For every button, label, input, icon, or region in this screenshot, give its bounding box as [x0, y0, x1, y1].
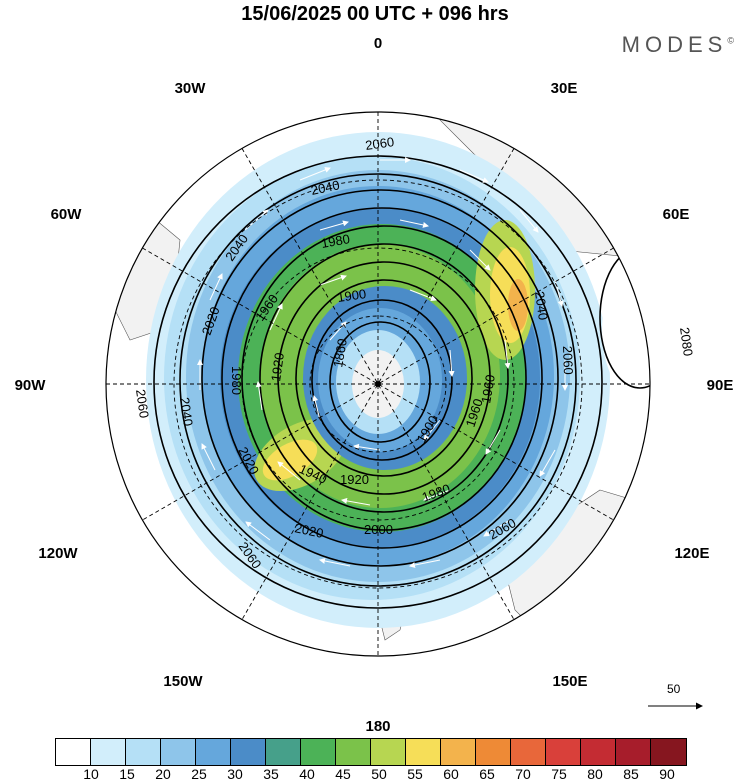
- brand-mark: ©: [727, 35, 734, 46]
- colorbar-swatch: [616, 739, 651, 765]
- colorbar-swatch: [441, 739, 476, 765]
- graticule: [106, 112, 650, 656]
- lon-label-150w: 150W: [163, 673, 203, 690]
- colorbar-tick-label: 40: [299, 766, 315, 782]
- lon-label-90w: 90W: [15, 377, 47, 394]
- lon-label-180: 180: [365, 718, 390, 735]
- colorbar: [55, 738, 687, 766]
- colorbar-tick-label: 90: [659, 766, 675, 782]
- contour-label: 2000: [364, 522, 393, 537]
- contour-label: 1860: [330, 337, 350, 368]
- colorbar-swatch: [126, 739, 161, 765]
- contour-label: 2060: [133, 388, 152, 419]
- contour-label: 1920: [340, 472, 369, 487]
- contour-label: 2040: [310, 177, 341, 198]
- colorbar-swatch: [511, 739, 546, 765]
- map-title: 15/06/2025 00 UTC + 096 hrs: [241, 3, 509, 25]
- contour-label: 2060: [364, 134, 395, 153]
- colorbar-swatch: [581, 739, 616, 765]
- lon-label-30e: 30E: [551, 80, 578, 97]
- contour-label: 1960: [478, 373, 498, 404]
- lon-label-60w: 60W: [51, 206, 83, 223]
- colorbar-swatch: [546, 739, 581, 765]
- lon-label-120w: 120W: [38, 545, 78, 562]
- colorbar-tick-label: 15: [119, 766, 135, 782]
- lon-label-60e: 60E: [663, 206, 690, 223]
- colorbar-swatch: [476, 739, 511, 765]
- vector-scale-label: 50: [667, 682, 681, 696]
- lon-label-30w: 30W: [175, 80, 207, 97]
- colorbar-swatch: [406, 739, 441, 765]
- colorbar-tick-label: 80: [587, 766, 603, 782]
- colorbar-swatch: [91, 739, 126, 765]
- contour-label: 1980: [229, 366, 244, 395]
- colorbar-tick-label: 85: [623, 766, 639, 782]
- lon-label-120e: 120E: [674, 545, 709, 562]
- lon-label-90e: 90E: [707, 377, 734, 394]
- contour-label: 2080: [677, 326, 696, 357]
- colorbar-tick-label: 25: [191, 766, 207, 782]
- colorbar-tick-label: 35: [263, 766, 279, 782]
- colorbar-swatch: [651, 739, 686, 765]
- contour-label: 2020: [293, 520, 324, 541]
- colorbar-swatch: [266, 739, 301, 765]
- colorbar-swatch: [161, 739, 196, 765]
- colorbar-tick-label: 30: [227, 766, 243, 782]
- colorbar-tick-label: 60: [443, 766, 459, 782]
- colorbar-tick-label: 65: [479, 766, 495, 782]
- colorbar-swatch: [56, 739, 91, 765]
- colorbar-tick-label: 75: [551, 766, 567, 782]
- contour-label: 2040: [177, 396, 196, 427]
- contour-label: 2060: [560, 346, 576, 375]
- wind-speed-field: [146, 132, 650, 628]
- brand-text: MODES: [621, 32, 728, 57]
- lon-label-0: 0: [374, 35, 382, 52]
- lon-label-150e: 150E: [552, 673, 587, 690]
- colorbar-tick-label: 20: [155, 766, 171, 782]
- colorbar-tick-label: 45: [335, 766, 351, 782]
- contour-label: 2040: [532, 290, 551, 321]
- contour-label: 1980: [320, 231, 351, 251]
- colorbar-swatch: [196, 739, 231, 765]
- colorbar-tick-label: 70: [515, 766, 531, 782]
- contour-label: 1900: [336, 286, 367, 305]
- colorbar-swatch: [371, 739, 406, 765]
- colorbar-swatch: [301, 739, 336, 765]
- colorbar-swatch: [231, 739, 266, 765]
- contour-label: 1920: [268, 352, 287, 383]
- brand-logo: MODES©: [622, 32, 734, 58]
- map-boundary: [105, 111, 651, 657]
- colorbar-ticks: 10 15 20 25 30 35 40 45 50 55 60 65 70 75 80 85 90: [55, 766, 703, 782]
- south-pole-marker: [375, 381, 381, 387]
- colorbar-swatch: [336, 739, 371, 765]
- colorbar-tick-label: 50: [371, 766, 387, 782]
- map-disc: [106, 112, 650, 656]
- colorbar-tick-label: 10: [83, 766, 99, 782]
- colorbar-tick-label: 55: [407, 766, 423, 782]
